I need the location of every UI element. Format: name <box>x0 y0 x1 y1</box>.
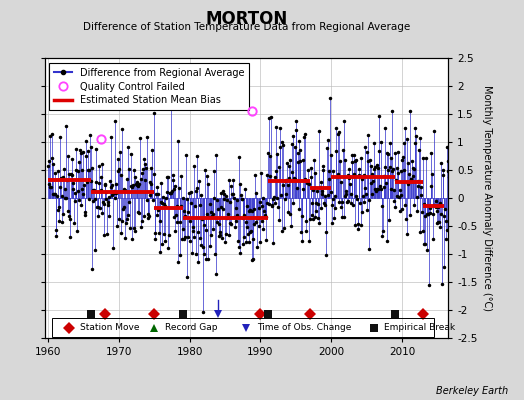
Legend: Difference from Regional Average, Quality Control Failed, Estimated Station Mean: Difference from Regional Average, Qualit… <box>49 63 249 110</box>
Text: Station Move: Station Move <box>80 324 139 332</box>
Text: Berkeley Earth: Berkeley Earth <box>436 386 508 396</box>
Bar <box>52 318 434 337</box>
Text: Difference of Station Temperature Data from Regional Average: Difference of Station Temperature Data f… <box>83 22 410 32</box>
Text: Time of Obs. Change: Time of Obs. Change <box>257 324 351 332</box>
Y-axis label: Monthly Temperature Anomaly Difference (°C): Monthly Temperature Anomaly Difference (… <box>482 85 492 311</box>
Text: Record Gap: Record Gap <box>165 324 217 332</box>
Text: Empirical Break: Empirical Break <box>384 324 455 332</box>
Text: MORTON: MORTON <box>205 10 287 28</box>
